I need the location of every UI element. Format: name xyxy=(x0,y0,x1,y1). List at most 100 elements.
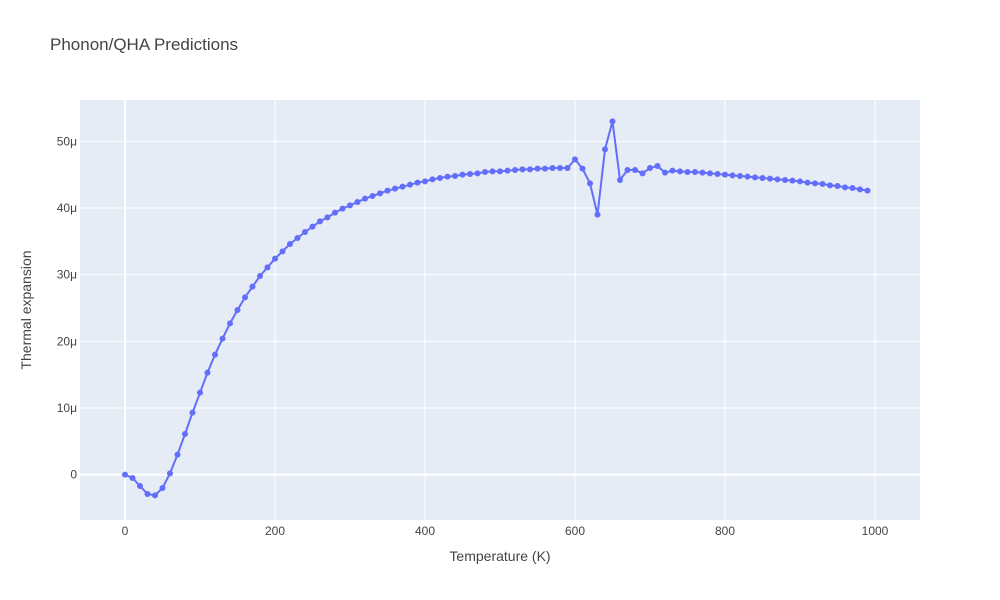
data-point[interactable] xyxy=(167,470,173,477)
data-point[interactable] xyxy=(572,156,578,163)
data-point[interactable] xyxy=(137,483,143,489)
data-point[interactable] xyxy=(804,179,811,186)
data-point[interactable] xyxy=(407,181,413,188)
data-point[interactable] xyxy=(782,177,788,183)
data-point[interactable] xyxy=(759,175,766,181)
data-point[interactable] xyxy=(287,241,293,247)
data-point[interactable] xyxy=(197,389,203,396)
data-point[interactable] xyxy=(452,173,458,179)
data-point[interactable] xyxy=(459,171,466,178)
data-point[interactable] xyxy=(834,183,841,189)
data-point[interactable] xyxy=(242,294,248,301)
data-point[interactable] xyxy=(497,168,503,175)
data-point[interactable] xyxy=(264,264,271,271)
data-point[interactable] xyxy=(189,409,196,416)
data-point[interactable] xyxy=(384,187,391,194)
data-point[interactable] xyxy=(512,167,518,173)
data-point[interactable] xyxy=(594,211,601,218)
data-point[interactable] xyxy=(819,181,826,187)
data-point[interactable] xyxy=(212,351,218,358)
data-point[interactable] xyxy=(249,283,256,290)
data-point[interactable] xyxy=(669,167,676,174)
data-point[interactable] xyxy=(354,199,361,205)
data-point[interactable] xyxy=(399,183,406,190)
data-point[interactable] xyxy=(309,223,316,230)
data-point[interactable] xyxy=(317,218,323,225)
data-point[interactable] xyxy=(714,171,721,177)
data-point[interactable] xyxy=(332,209,338,216)
data-point[interactable] xyxy=(429,176,436,183)
data-point[interactable] xyxy=(369,193,376,199)
data-point[interactable] xyxy=(602,146,608,153)
data-point[interactable] xyxy=(617,177,623,183)
data-point[interactable] xyxy=(152,492,158,499)
data-point[interactable] xyxy=(467,171,473,177)
data-point[interactable] xyxy=(849,185,856,191)
data-point[interactable] xyxy=(159,485,166,491)
data-point[interactable] xyxy=(647,165,653,171)
data-point[interactable] xyxy=(527,166,533,173)
data-point[interactable] xyxy=(482,169,488,175)
data-point[interactable] xyxy=(662,169,668,176)
data-point[interactable] xyxy=(414,179,421,186)
data-point[interactable] xyxy=(437,175,443,181)
data-point[interactable] xyxy=(302,229,308,235)
data-point[interactable] xyxy=(227,320,233,327)
data-point[interactable] xyxy=(774,176,781,183)
data-point[interactable] xyxy=(677,168,683,175)
data-point[interactable] xyxy=(767,175,773,182)
data-point[interactable] xyxy=(797,178,803,185)
data-point[interactable] xyxy=(174,451,181,458)
data-point[interactable] xyxy=(729,172,736,179)
data-point[interactable] xyxy=(339,205,346,212)
data-point[interactable] xyxy=(489,168,496,175)
data-point[interactable] xyxy=(752,174,758,181)
data-point[interactable] xyxy=(219,335,226,342)
data-point[interactable] xyxy=(377,190,383,197)
data-point[interactable] xyxy=(534,165,541,172)
data-point[interactable] xyxy=(609,118,616,125)
data-point[interactable] xyxy=(144,491,151,497)
data-point[interactable] xyxy=(182,431,188,437)
data-point[interactable] xyxy=(504,167,511,174)
data-point[interactable] xyxy=(842,184,848,191)
data-point[interactable] xyxy=(129,475,136,481)
data-point[interactable] xyxy=(234,307,241,313)
data-point[interactable] xyxy=(624,167,631,173)
data-point[interactable] xyxy=(684,169,691,175)
data-point[interactable] xyxy=(257,273,263,279)
data-point[interactable] xyxy=(737,173,743,179)
data-point[interactable] xyxy=(122,471,128,478)
data-point[interactable] xyxy=(549,165,556,171)
data-point[interactable] xyxy=(422,178,428,185)
data-point[interactable] xyxy=(722,171,728,178)
data-point[interactable] xyxy=(587,180,593,187)
data-point[interactable] xyxy=(699,169,706,176)
data-point[interactable] xyxy=(654,163,661,169)
data-point[interactable] xyxy=(639,170,646,177)
data-point[interactable] xyxy=(272,255,278,262)
data-point[interactable] xyxy=(864,187,871,194)
data-point[interactable] xyxy=(294,235,301,241)
data-point[interactable] xyxy=(542,165,548,172)
data-point[interactable] xyxy=(347,202,353,209)
data-point[interactable] xyxy=(692,169,698,175)
data-point[interactable] xyxy=(789,177,796,184)
data-point[interactable] xyxy=(204,369,211,376)
plot-area[interactable] xyxy=(80,100,920,520)
data-point[interactable] xyxy=(707,170,713,177)
data-point[interactable] xyxy=(324,214,331,221)
data-point[interactable] xyxy=(579,165,586,172)
data-point[interactable] xyxy=(519,166,526,173)
data-point[interactable] xyxy=(557,165,563,171)
data-point[interactable] xyxy=(362,195,368,202)
data-point[interactable] xyxy=(392,185,398,192)
data-point[interactable] xyxy=(812,180,818,187)
data-point[interactable] xyxy=(827,182,833,189)
data-point[interactable] xyxy=(632,167,638,173)
data-point[interactable] xyxy=(474,170,481,177)
data-point[interactable] xyxy=(279,248,286,255)
data-point[interactable] xyxy=(744,173,751,180)
data-point[interactable] xyxy=(857,186,863,193)
data-point[interactable] xyxy=(444,173,451,180)
